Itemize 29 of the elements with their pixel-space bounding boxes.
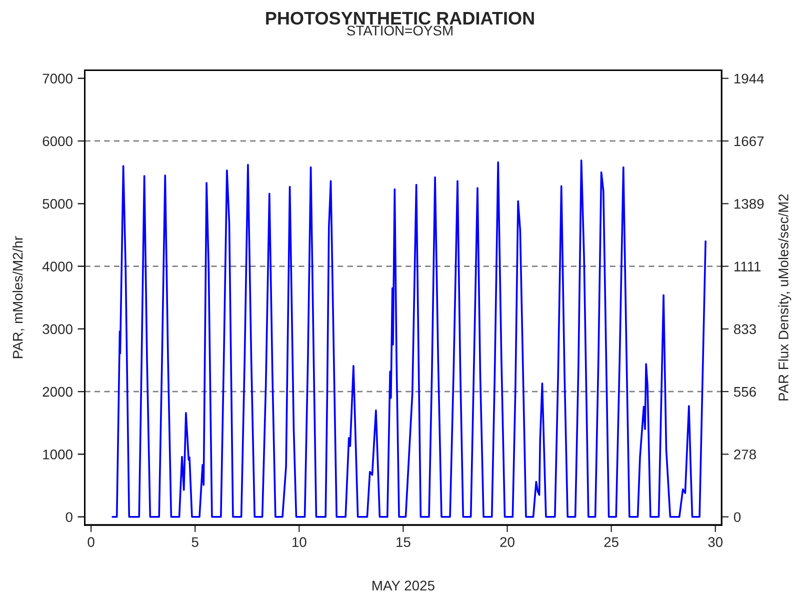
x-tick-label: 20: [500, 537, 514, 548]
x-axis-title: MAY 2025: [372, 580, 434, 591]
chart-subtitle: STATION=OYSM: [347, 26, 452, 36]
y-tick-label: 7000: [42, 74, 72, 84]
x-tick-label: 10: [292, 537, 306, 548]
y2-tick-label: 556: [734, 386, 756, 397]
line-series: [112, 160, 706, 518]
y2-tick-label: 278: [734, 450, 756, 460]
y2-tick-label: 1389: [734, 198, 764, 209]
y-tick-label: 1000: [43, 450, 72, 460]
y-tick-label: 6000: [42, 136, 72, 146]
chart-title: PHOTOSYNTHETIC RADIATION: [266, 12, 534, 25]
x-tick-label: 30: [708, 537, 723, 548]
y-tick-label: 2000: [42, 386, 72, 397]
y-axis-title: PAR, mMoles/M2/hr: [12, 236, 24, 358]
y2-tick-label: 1111: [734, 262, 761, 272]
y2-tick-label: 833: [734, 324, 756, 334]
y-tick-label: 3000: [42, 324, 72, 334]
x-tick-label: 25: [604, 537, 618, 548]
x-tick-label: 0: [88, 537, 94, 548]
y2-tick-label: 0: [734, 512, 741, 522]
x-tick-label: 15: [396, 537, 410, 548]
y-tick-label: 4000: [42, 262, 72, 272]
y2-axis-title: PAR Flux Density, uMoles/sec/M2: [778, 194, 792, 400]
y-tick-label: 0: [66, 512, 72, 522]
x-tick-label: 5: [192, 537, 198, 548]
y2-tick-label: 1667: [734, 136, 764, 146]
y2-tick-label: 1944: [734, 74, 764, 84]
y-tick-label: 5000: [42, 198, 72, 209]
